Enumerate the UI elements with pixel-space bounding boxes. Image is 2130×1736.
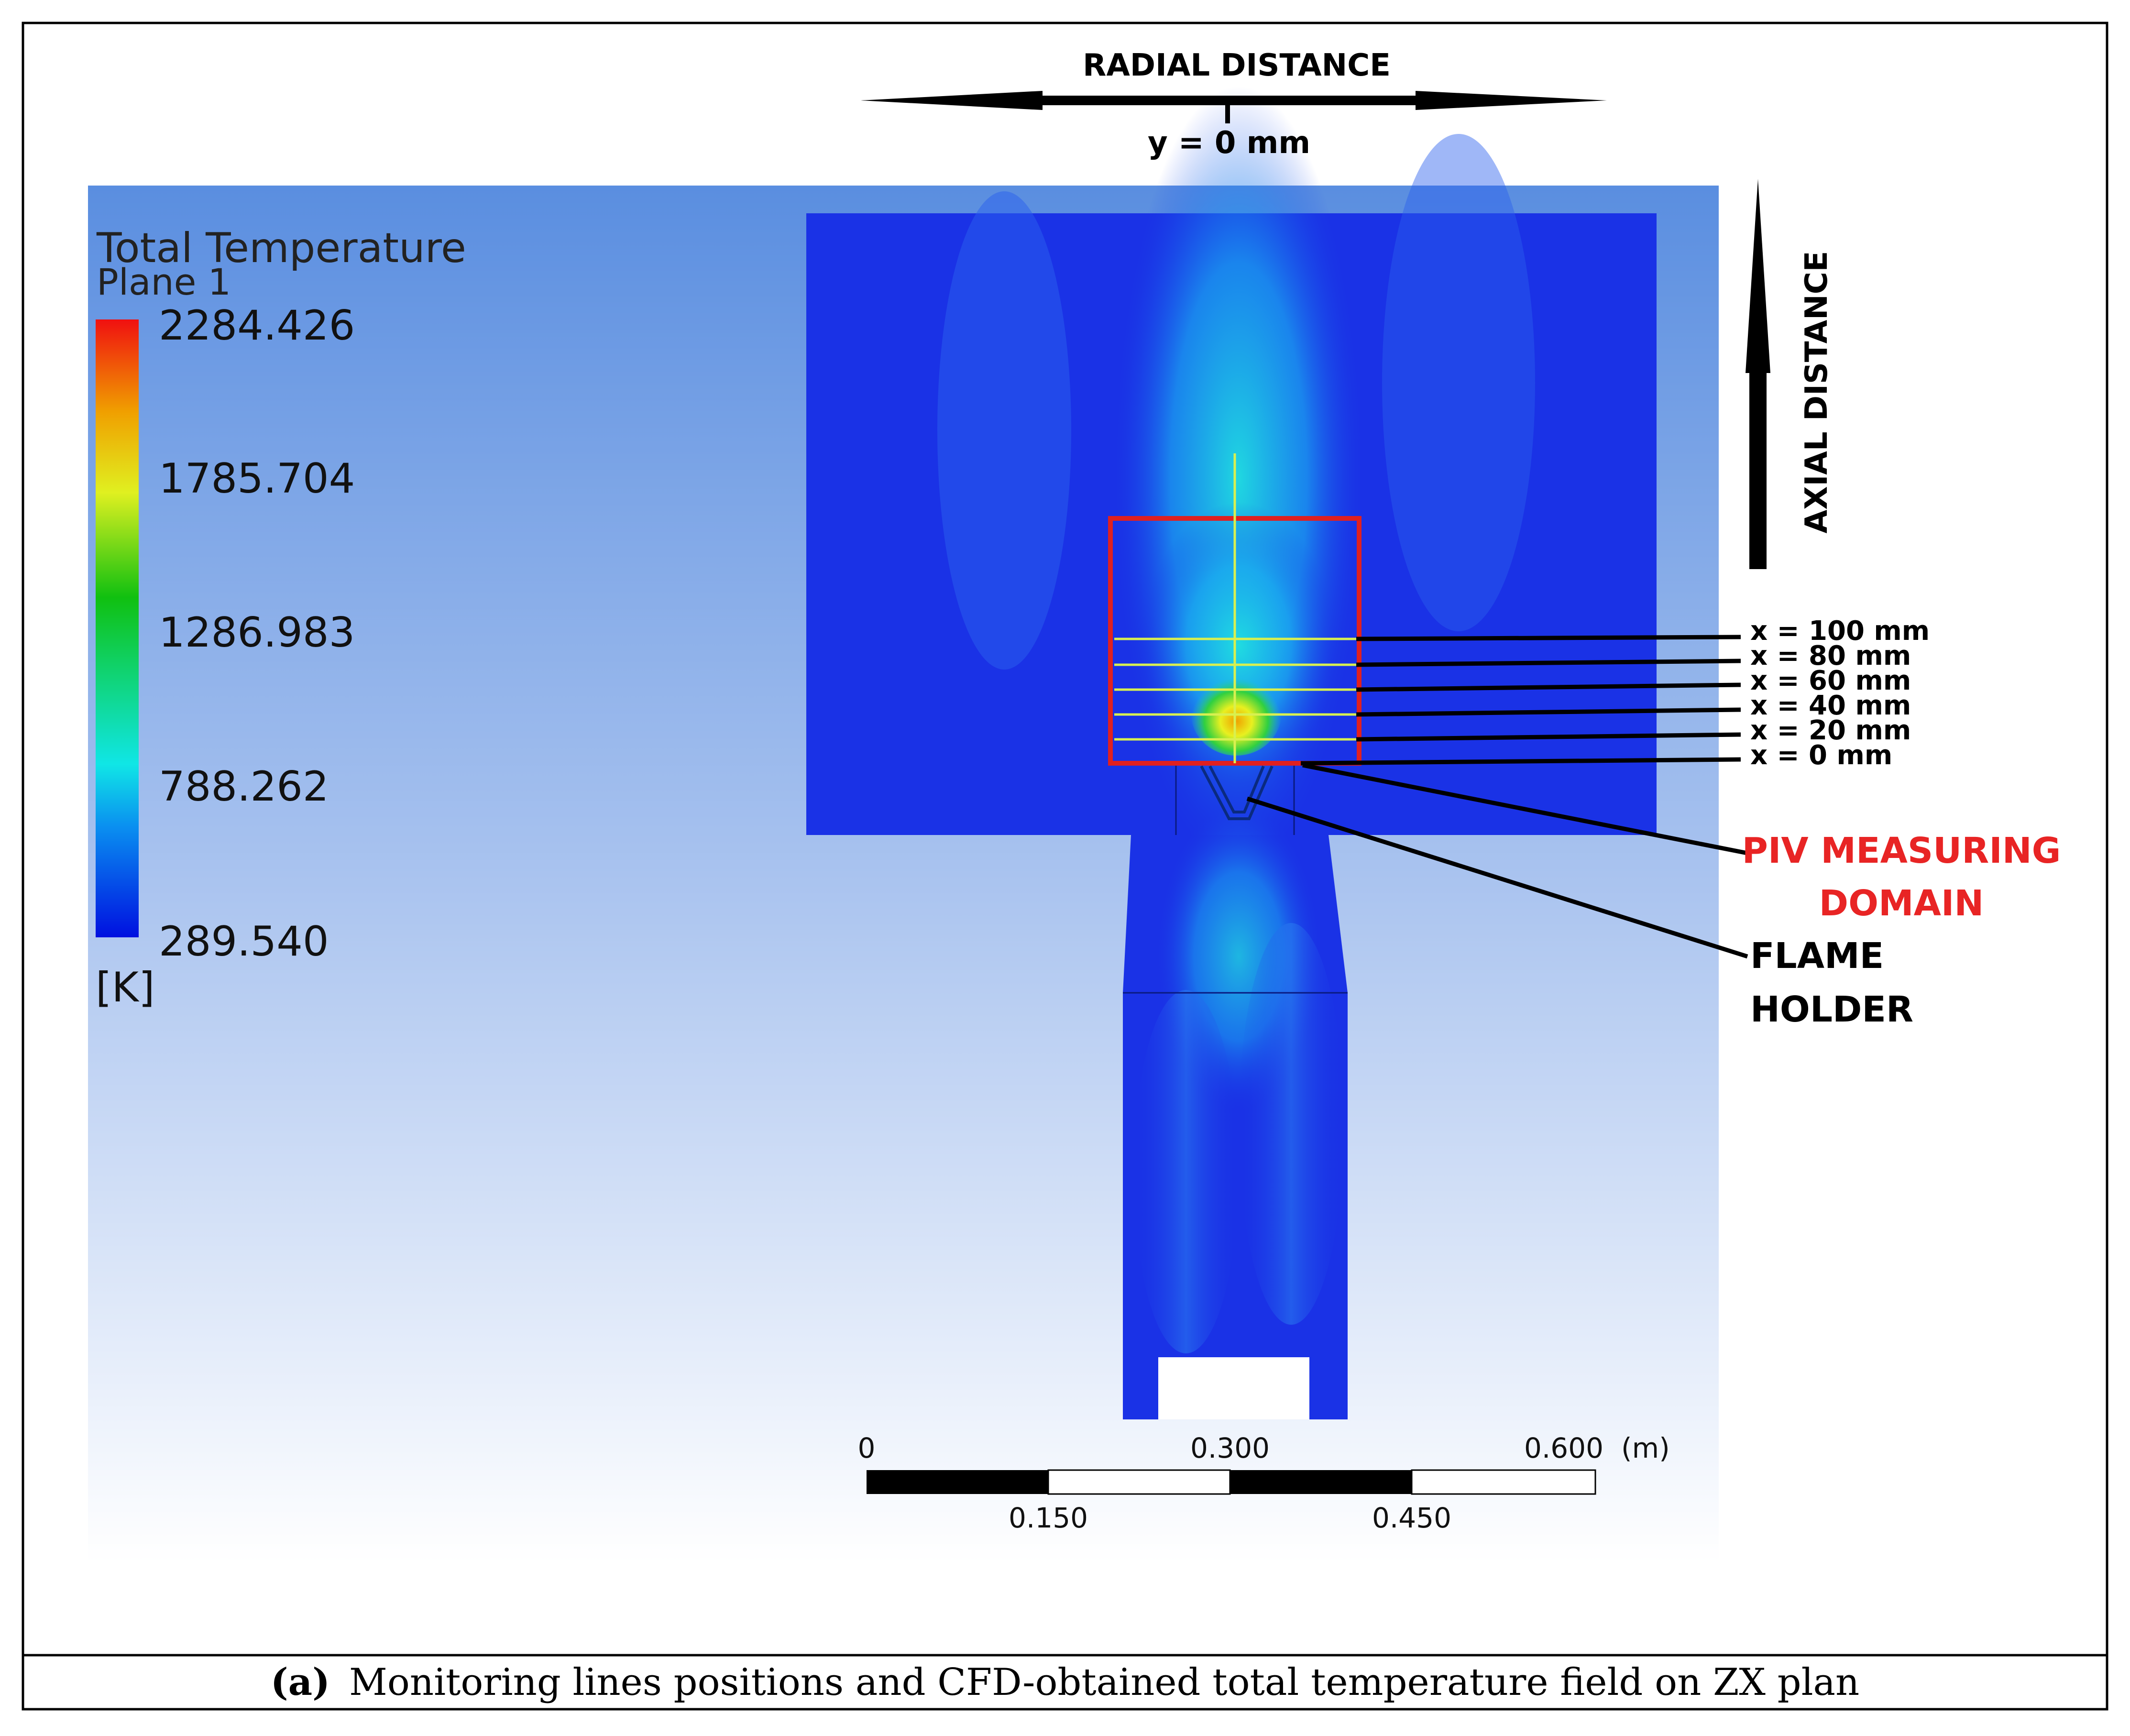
flame-core xyxy=(1191,670,1282,756)
piv-label-line2: DOMAIN xyxy=(1819,883,1984,924)
monitor-leaders xyxy=(1300,635,1741,766)
monitor-label-40: x = 40 mm xyxy=(1750,690,1911,721)
figure-frame xyxy=(22,22,2108,1711)
scale-label-150: 0.150 xyxy=(1009,1502,1088,1534)
inlet-duct xyxy=(1123,765,1348,1419)
flame-holder-label-line1: FLAME xyxy=(1750,935,1884,977)
legend-value-3: 1286.983 xyxy=(159,609,355,657)
axial-distance-arrow xyxy=(1746,179,1770,569)
monitor-lines xyxy=(1114,637,1356,741)
flame-holder-label-line2: HOLDER xyxy=(1750,989,1913,1030)
scale-label-600: 0.600 xyxy=(1524,1432,1603,1464)
caption-text: Monitoring lines positions and CFD-obtai… xyxy=(349,1660,1860,1704)
scale-label-0: 0 xyxy=(858,1432,876,1464)
caption: (a) Monitoring lines positions and CFD-o… xyxy=(23,1655,2107,1709)
scale-unit: (m) xyxy=(1621,1432,1670,1464)
combustion-chamber xyxy=(806,86,1657,870)
piv-leader xyxy=(1302,763,1748,856)
legend-value-4: 788.262 xyxy=(159,763,329,811)
scale-bar xyxy=(867,1469,1596,1495)
monitor-label-20: x = 20 mm xyxy=(1750,715,1911,746)
monitor-label-80: x = 80 mm xyxy=(1750,640,1911,671)
legend-subtitle: Plane 1 xyxy=(97,261,231,303)
axial-distance-label: AXIAL DISTANCE xyxy=(1799,251,1834,534)
monitor-label-0: x = 0 mm xyxy=(1750,740,1892,771)
monitor-label-100: x = 100 mm xyxy=(1750,615,1930,647)
flame-holder xyxy=(1200,765,1274,820)
scale-label-300: 0.300 xyxy=(1190,1432,1270,1464)
monitor-label-60: x = 60 mm xyxy=(1750,665,1911,696)
radial-distance-arrow xyxy=(861,91,1607,123)
radial-origin-label: y = 0 mm xyxy=(1148,125,1310,161)
legend-title: Total Temperature xyxy=(96,224,466,272)
radial-distance-label: RADIAL DISTANCE xyxy=(1083,48,1391,83)
legend-value-min: 289.540 xyxy=(159,918,329,966)
legend-value-max: 2284.426 xyxy=(159,302,355,350)
duct-opening xyxy=(1158,1357,1309,1419)
piv-label-line1: PIV MEASURING xyxy=(1742,830,2061,871)
flame-holder-leader xyxy=(1246,796,1748,959)
legend-value-2: 1785.704 xyxy=(159,455,355,503)
caption-tag: (a) xyxy=(270,1660,330,1704)
legend-colorbar xyxy=(96,319,139,937)
scale-label-450: 0.450 xyxy=(1372,1502,1451,1534)
legend-unit: [K] xyxy=(96,964,155,1011)
